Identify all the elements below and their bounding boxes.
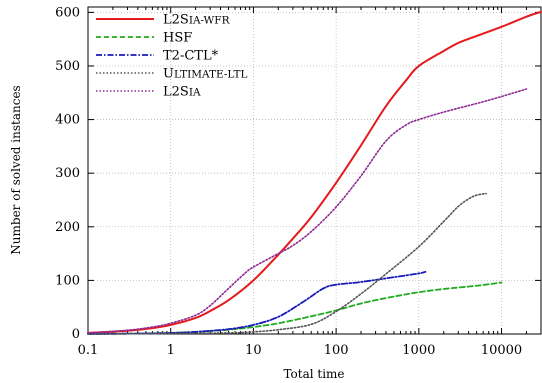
legend-label-1: L2SIA-WFR bbox=[163, 13, 231, 28]
legend-label-main: U bbox=[163, 67, 174, 82]
y-axis-label: Number of solved instances bbox=[9, 85, 23, 254]
x-tick-label: 100 bbox=[324, 343, 349, 358]
y-tick-label: 300 bbox=[55, 166, 80, 181]
series-line-4 bbox=[87, 192, 487, 335]
y-tick-label: 400 bbox=[55, 113, 80, 128]
legend-label-3: T2-CTL* bbox=[163, 49, 219, 64]
legend-label-2: HSF bbox=[163, 31, 192, 46]
legend-label-smallcaps: LTIMATE-LTL bbox=[174, 69, 248, 81]
legend-label-smallcaps: IA bbox=[189, 87, 201, 99]
series-line-5 bbox=[87, 88, 528, 334]
x-tick-label: 0.1 bbox=[78, 343, 99, 358]
y-tick-label: 500 bbox=[55, 59, 80, 74]
legend-label-5: L2SIA bbox=[163, 85, 201, 100]
series-line-1 bbox=[87, 10, 542, 334]
y-tick-label: 100 bbox=[55, 273, 80, 288]
x-axis: 0.1 1 10 100 1000 10000 bbox=[78, 7, 527, 358]
legend-label-main: T2-CTL* bbox=[163, 49, 219, 64]
legend-label-main: L2S bbox=[163, 85, 189, 100]
legend-label-4: ULTIMATE-LTL bbox=[163, 67, 248, 82]
legend-label-smallcaps: IA-WFR bbox=[189, 15, 231, 27]
y-tick-label: 600 bbox=[55, 5, 80, 20]
plot-frame bbox=[87, 6, 542, 335]
grid bbox=[88, 7, 541, 334]
legend-label-main: L2S bbox=[163, 13, 189, 28]
series-lines bbox=[87, 10, 542, 335]
x-tick-label: 1000 bbox=[402, 343, 435, 358]
x-tick-label: 10 bbox=[245, 343, 262, 358]
x-tick-label: 1 bbox=[167, 343, 175, 358]
series-line-2 bbox=[87, 281, 503, 335]
x-tick-label: 10000 bbox=[481, 343, 522, 358]
y-tick-label: 200 bbox=[55, 220, 80, 235]
y-tick-label: 0 bbox=[72, 327, 80, 342]
x-axis-label: Total time bbox=[283, 367, 344, 381]
legend-label-main: HSF bbox=[163, 31, 192, 46]
series-line-3 bbox=[87, 270, 427, 335]
